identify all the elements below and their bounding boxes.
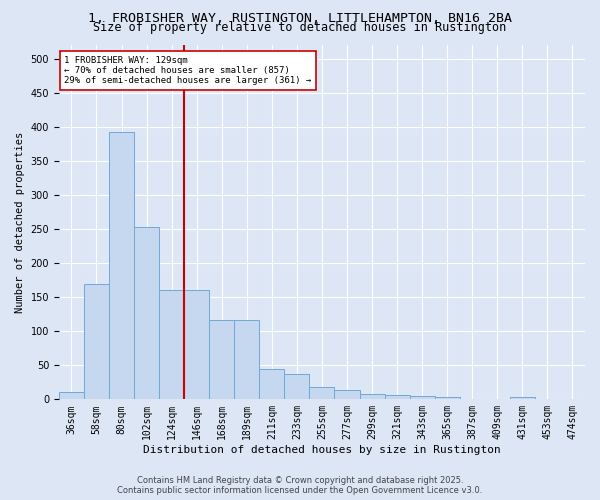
Bar xyxy=(134,227,159,400)
Y-axis label: Number of detached properties: Number of detached properties xyxy=(15,132,25,313)
Bar xyxy=(410,396,434,400)
Bar xyxy=(234,320,259,400)
X-axis label: Distribution of detached houses by size in Rustington: Distribution of detached houses by size … xyxy=(143,445,501,455)
Bar xyxy=(334,390,359,400)
Bar xyxy=(84,284,109,400)
Bar xyxy=(310,387,334,400)
Bar xyxy=(434,396,460,400)
Text: Size of property relative to detached houses in Rustington: Size of property relative to detached ho… xyxy=(94,22,506,35)
Text: Contains HM Land Registry data © Crown copyright and database right 2025.
Contai: Contains HM Land Registry data © Crown c… xyxy=(118,476,482,495)
Bar xyxy=(560,398,585,400)
Bar xyxy=(259,370,284,400)
Bar xyxy=(359,394,385,400)
Bar xyxy=(184,290,209,400)
Bar xyxy=(535,398,560,400)
Bar xyxy=(59,392,84,400)
Bar xyxy=(109,132,134,400)
Bar xyxy=(159,290,184,400)
Bar xyxy=(385,395,410,400)
Bar xyxy=(284,374,310,400)
Text: 1, FROBISHER WAY, RUSTINGTON, LITTLEHAMPTON, BN16 2BA: 1, FROBISHER WAY, RUSTINGTON, LITTLEHAMP… xyxy=(88,12,512,24)
Bar xyxy=(209,320,234,400)
Text: 1 FROBISHER WAY: 129sqm
← 70% of detached houses are smaller (857)
29% of semi-d: 1 FROBISHER WAY: 129sqm ← 70% of detache… xyxy=(64,56,311,86)
Bar xyxy=(510,398,535,400)
Bar xyxy=(460,398,485,400)
